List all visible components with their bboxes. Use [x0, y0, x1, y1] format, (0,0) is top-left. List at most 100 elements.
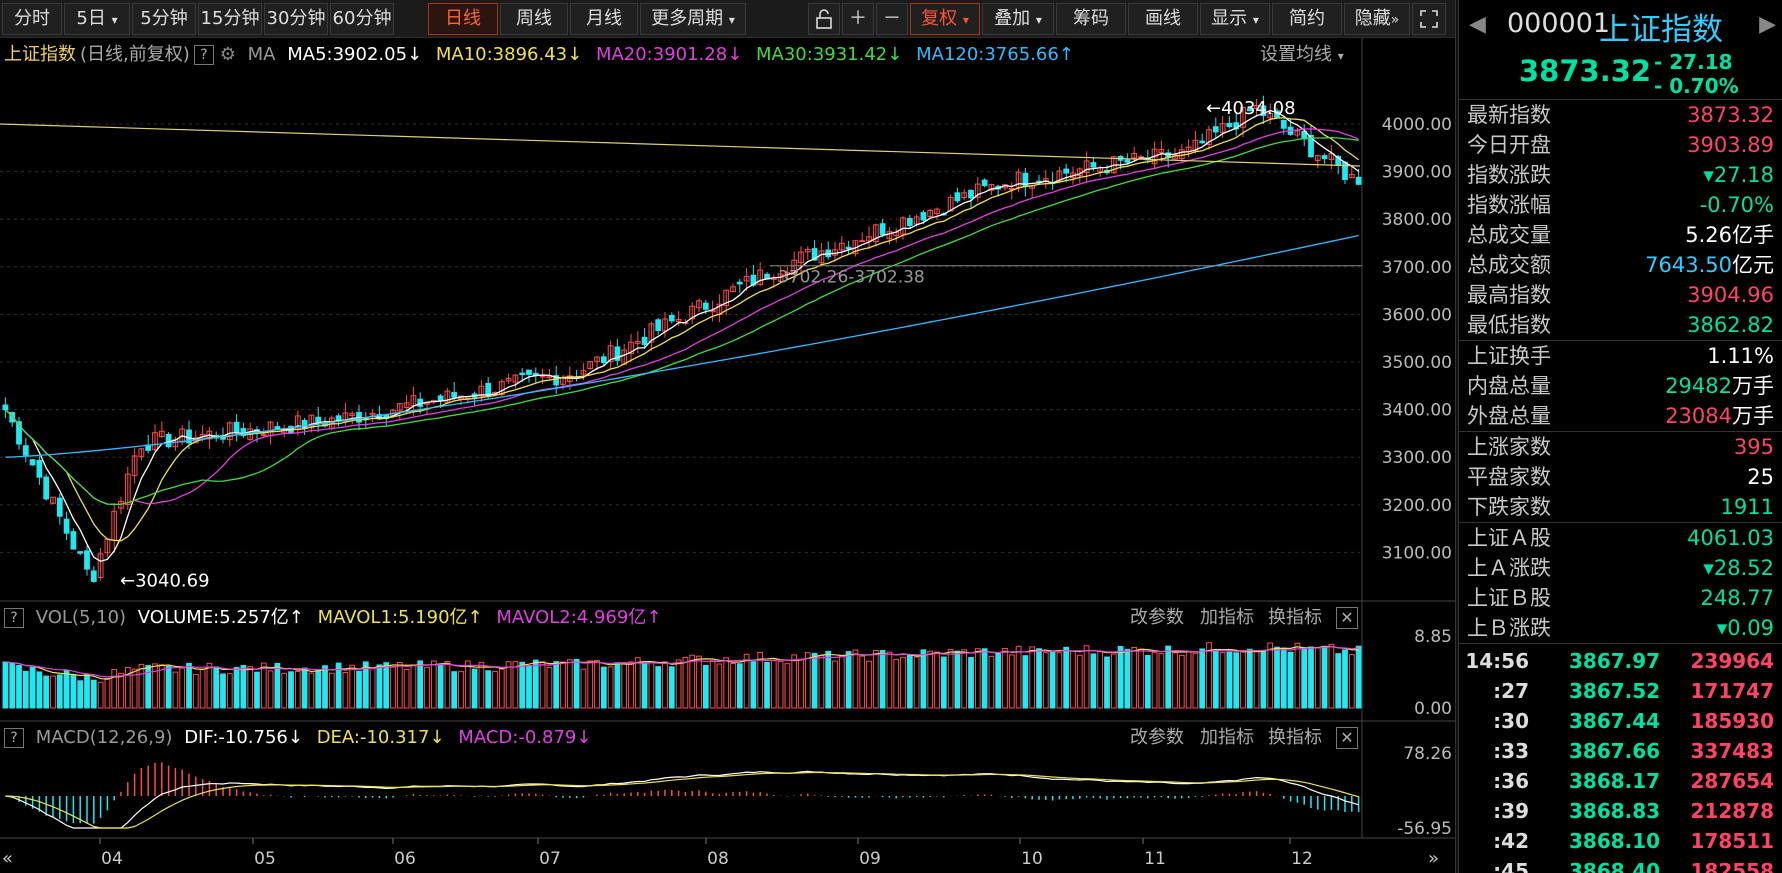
candle-body: [260, 434, 267, 437]
adjust-button[interactable]: 复权 ▾: [910, 3, 980, 35]
candle-body: [1158, 149, 1165, 153]
quote-value: 248.77: [1701, 583, 1774, 613]
tab-intraday[interactable]: 分时: [2, 3, 62, 35]
display-button[interactable]: 显示 ▾: [1200, 3, 1270, 35]
volume-bar: [335, 662, 342, 709]
chips-button[interactable]: 筹码: [1056, 3, 1126, 35]
tick-list[interactable]: 14:56 3867.97 239964:27 3867.52 171747:30 386…: [1459, 644, 1782, 873]
quote-label: 上涨家数: [1467, 435, 1551, 459]
edit-params-button[interactable]: 改参数: [1130, 607, 1184, 628]
ma10-line: [4, 117, 1359, 542]
gear-icon[interactable]: ⚙: [219, 44, 236, 65]
add-indicator-button[interactable]: 加指标: [1200, 727, 1254, 748]
volume-bar: [859, 655, 866, 709]
volume-bar: [682, 656, 689, 709]
tab-5min[interactable]: 5分钟: [132, 3, 196, 35]
volume-bar: [1104, 656, 1110, 709]
simple-button[interactable]: 简约: [1272, 3, 1342, 35]
tab-monthly[interactable]: 月线: [570, 3, 638, 35]
candle-body: [519, 372, 526, 376]
candle-body: [600, 356, 607, 363]
volume-bar: [886, 651, 893, 709]
tab-more-periods[interactable]: 更多周期 ▾: [640, 3, 746, 35]
candle-body: [920, 212, 927, 221]
volume-bar: [383, 662, 390, 709]
volume-bar: [84, 674, 90, 709]
panel-splitter[interactable]: [1455, 0, 1459, 873]
volume-bar: [458, 671, 464, 709]
candle-body: [124, 473, 131, 505]
volume-bar: [1301, 647, 1308, 709]
y-tick-label: 3500.00: [1382, 353, 1452, 373]
quote-number: 7643.50: [1645, 253, 1732, 277]
kline-chart-area[interactable]: 4000.00 3900.00 3800.00 3700.00 3600.00 3500.…: [0, 38, 1455, 873]
quote-value: ▾27.18: [1703, 160, 1774, 190]
candle-body: [1206, 129, 1212, 146]
edit-params-button[interactable]: 改参数: [1130, 727, 1184, 748]
quote-unit: 万手: [1732, 404, 1774, 428]
tab-daily[interactable]: 日线: [428, 3, 498, 35]
tab-15min[interactable]: 15分钟: [198, 3, 262, 35]
kline-chart[interactable]: 4000.00 3900.00 3800.00 3700.00 3600.00 3500.…: [0, 38, 1455, 873]
zoom-out-icon[interactable]: －: [876, 3, 908, 35]
candle-body: [934, 208, 940, 215]
switch-indicator-button[interactable]: 换指标: [1268, 607, 1322, 628]
quote-value: 1911: [1721, 492, 1774, 522]
volume-bar: [750, 661, 757, 709]
next-stock-icon[interactable]: ▶: [1759, 12, 1776, 37]
draw-button[interactable]: 画线: [1128, 3, 1198, 35]
volume-bar: [1029, 646, 1036, 709]
help-icon[interactable]: ?: [4, 608, 24, 628]
scroll-right-icon[interactable]: »: [1428, 848, 1439, 869]
volume-bar: [254, 671, 260, 709]
tick-price: 3868.40: [1569, 859, 1661, 873]
candle-body: [240, 428, 247, 437]
arrow-down-icon: ↓: [407, 44, 423, 65]
volume-bar: [723, 657, 730, 709]
volume-bar: [226, 673, 233, 709]
x-tick-label: 07: [539, 849, 561, 869]
volume-bar: [560, 661, 566, 709]
drawn-trend-line[interactable]: [0, 123, 1361, 167]
volume-bar: [1308, 646, 1314, 709]
help-icon[interactable]: ?: [4, 728, 24, 748]
unlock-icon[interactable]: [808, 3, 840, 35]
scroll-left-icon[interactable]: «: [2, 848, 13, 869]
tick-time: 14:56: [1465, 649, 1529, 673]
tab-60min[interactable]: 60分钟: [330, 3, 394, 35]
help-icon[interactable]: ?: [193, 45, 214, 65]
volume-bar: [451, 671, 458, 709]
tab-weekly[interactable]: 周线: [500, 3, 568, 35]
volume-bar: [43, 675, 50, 709]
tick-volume: 337483: [1690, 739, 1775, 763]
volume-bar: [872, 649, 879, 709]
volume-bar: [709, 660, 716, 709]
volume-bar: [825, 650, 832, 709]
fullscreen-icon[interactable]: [1412, 3, 1446, 35]
add-indicator-button[interactable]: 加指标: [1200, 607, 1254, 628]
quote-number: 3862.82: [1687, 313, 1774, 337]
candle-body: [451, 392, 458, 398]
volume-bar: [791, 654, 798, 709]
x-tick-label: 09: [859, 849, 881, 869]
close-icon[interactable]: ✕: [1336, 607, 1358, 629]
hide-button[interactable]: 隐藏»: [1344, 3, 1410, 35]
volume-bar: [621, 662, 628, 709]
candle-body: [974, 183, 981, 198]
switch-indicator-button[interactable]: 换指标: [1268, 727, 1322, 748]
dif-value: DIF:-10.756: [184, 727, 288, 748]
close-icon[interactable]: ✕: [1336, 727, 1358, 749]
volume-bar: [920, 649, 927, 709]
volume-bar: [192, 674, 199, 709]
ma-settings-button[interactable]: 设置均线 ▾: [1260, 42, 1344, 68]
prev-stock-icon[interactable]: ◀: [1469, 12, 1486, 37]
tab-5day[interactable]: 5日 ▾: [64, 3, 130, 35]
zoom-in-icon[interactable]: ＋: [842, 3, 874, 35]
chevron-down-icon: ▾: [1035, 13, 1042, 27]
tab-30min[interactable]: 30分钟: [264, 3, 328, 35]
volume-bar: [390, 666, 396, 709]
ma10-value: MA10:3896.43: [435, 44, 568, 65]
quote-label: 平盘家数: [1467, 465, 1551, 489]
overlay-button[interactable]: 叠加 ▾: [982, 3, 1054, 35]
volume-bar: [634, 657, 641, 709]
